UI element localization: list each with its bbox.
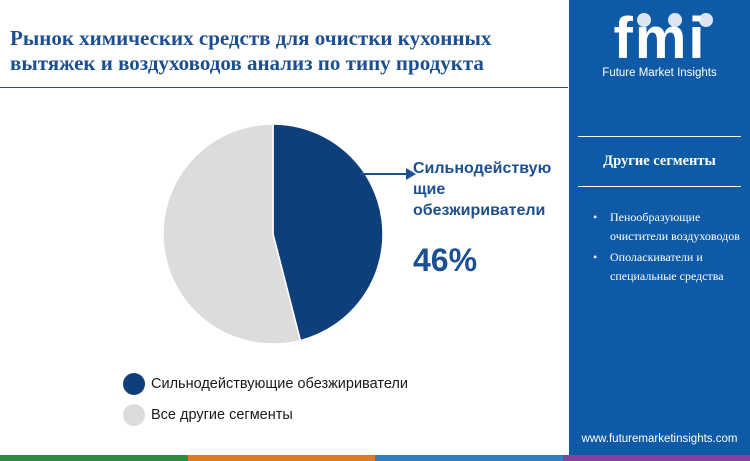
callout-label: Сильнодействую щие обезжириватели (413, 160, 552, 219)
panel-divider-bottom (578, 186, 741, 187)
legend-label: Все другие сегменты (151, 407, 293, 423)
bottom-color-bar (0, 455, 750, 461)
pie-slice-0 (272, 123, 384, 342)
pie-chart (162, 123, 384, 345)
fmi-logo: fmi (614, 8, 713, 64)
bar-segment (375, 455, 563, 461)
chart-title: Рынок химических средств для очистки кух… (10, 26, 492, 75)
bar-segment (0, 455, 188, 461)
side-panel: fmi Future Market Insights Другие сегмен… (569, 0, 750, 461)
bar-segment (562, 455, 750, 461)
segment-list: Пенообразующие очистители воздуховодов О… (591, 208, 741, 288)
panel-heading: Другие сегменты (603, 153, 716, 169)
pie-slice-1 (162, 123, 302, 345)
logo-text: fmi (614, 8, 707, 64)
website-url[interactable]: www.futuremarketinsights.com (581, 433, 738, 445)
panel-divider-top (578, 136, 741, 137)
callout-value: 46% (413, 242, 478, 278)
legend-swatch (123, 373, 145, 395)
callout-arrow-icon (360, 168, 416, 180)
logo-subtitle: Future Market Insights (602, 67, 717, 79)
legend-swatch (123, 404, 145, 426)
bar-segment (187, 455, 375, 461)
segment-list-item: Пенообразующие очистители воздуховодов (591, 208, 741, 245)
title-divider (0, 87, 568, 88)
legend-item-other: Все другие сегменты (123, 404, 293, 426)
legend-label: Сильнодействующие обезжириватели (151, 376, 408, 392)
segment-list-item: Ополаскиватели и специальные средства (591, 248, 741, 285)
legend-item-heavy-duty: Сильнодействующие обезжириватели (123, 373, 408, 395)
